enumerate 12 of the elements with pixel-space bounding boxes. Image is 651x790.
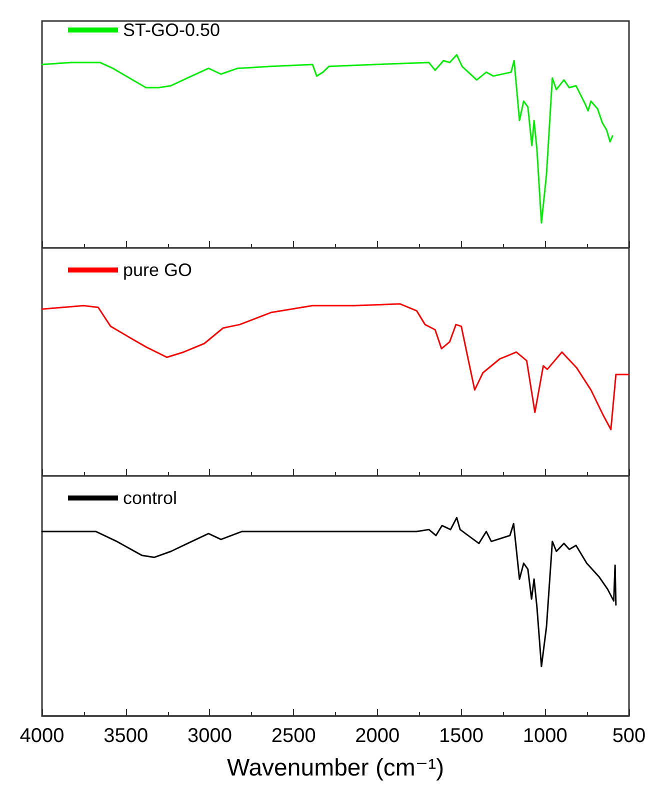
x-tick-label: 3000 <box>187 725 232 747</box>
x-tick-label: 4000 <box>20 725 64 747</box>
x-tick-label: 2500 <box>271 725 316 747</box>
legend-label: pure GO <box>123 260 192 280</box>
x-tick-label: 2000 <box>355 725 400 747</box>
legend-label: ST-GO-0.50 <box>123 20 220 40</box>
x-tick-label: 3500 <box>104 725 148 747</box>
x-tick-label: 1000 <box>522 725 568 747</box>
x-axis-title: Wavenumber (cm⁻¹) <box>226 754 444 782</box>
legend-label: control <box>123 488 178 508</box>
x-tick-label: 500 <box>612 725 646 747</box>
x-tick-label: 1500 <box>439 725 484 747</box>
